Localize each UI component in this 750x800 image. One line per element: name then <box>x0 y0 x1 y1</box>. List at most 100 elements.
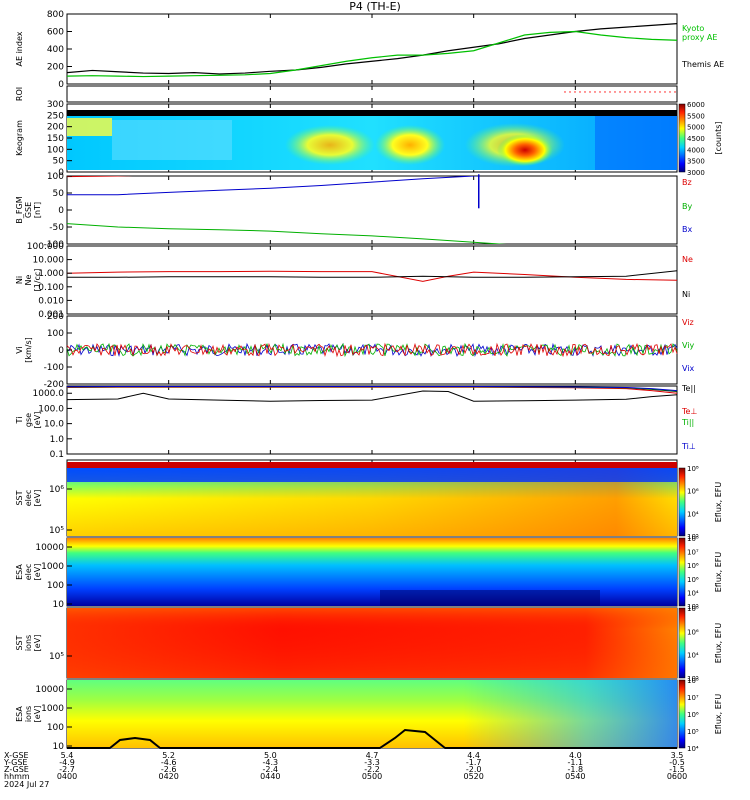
colorbar-tick: 10⁸ <box>687 465 699 473</box>
x-tick-z: -2.4 <box>263 765 279 774</box>
esa-electron-spectrogram <box>67 538 677 606</box>
x-row-label: Y-GSE <box>3 758 27 767</box>
legend-kyoto: Kyoto <box>682 24 704 33</box>
x-tick-hhmm: 0540 <box>565 772 585 781</box>
panel-frame-bfgm <box>66 175 678 245</box>
y-tick-label: 0 <box>58 80 64 90</box>
legend-t-1: Te⊥ <box>681 407 697 416</box>
y-tick-label: 0 <box>58 206 64 216</box>
y-tick-label: 0 <box>58 346 64 356</box>
legend-b-Bx: Bx <box>682 225 692 234</box>
y-tick-label: -100 <box>44 363 65 373</box>
y-tick-label: 1000.0 <box>33 389 65 399</box>
y-tick-label: 250 <box>47 111 64 121</box>
colorbar-sst_e <box>678 467 686 537</box>
legend-b-Bz: Bz <box>682 178 692 187</box>
colorbar-tick: 6000 <box>687 101 705 109</box>
y-axis-label: Vi <box>15 346 24 354</box>
y-axis-label: ESA <box>15 706 24 722</box>
v-series-line <box>66 342 678 358</box>
roi-marker <box>609 91 611 93</box>
x-tick-hhmm: 0400 <box>57 772 77 781</box>
y-tick-label: 400 <box>47 45 64 55</box>
colorbar-label: [counts] <box>714 122 723 155</box>
roi-marker <box>634 91 636 93</box>
footer-date: 2024 Jul 27 <box>4 780 49 789</box>
sst-ion-spectrogram <box>67 608 677 678</box>
x-tick-y: -0.5 <box>669 758 685 767</box>
colorbar-tick: 10⁴ <box>687 589 699 597</box>
roi-marker <box>569 91 571 93</box>
x-tick-y: -4.6 <box>161 758 177 767</box>
y-axis-label: SST <box>15 635 24 650</box>
colorbar-label: Eflux, EFU <box>714 694 723 735</box>
y-tick-label: 10⁵ <box>49 652 64 662</box>
y-tick-label: 0 <box>58 168 64 178</box>
x-tick-y: -4.9 <box>59 758 75 767</box>
x-tick-hhmm: 0420 <box>158 772 178 781</box>
y-tick-label: 10⁶ <box>49 485 64 495</box>
panel-frame-ni <box>66 245 678 315</box>
legend-t-3: Ti⊥ <box>681 442 696 451</box>
legend-ni: Ni <box>682 290 690 299</box>
colorbar-label: Eflux, EFU <box>714 482 723 523</box>
y-axis-label: [1/cc] <box>33 269 42 292</box>
y-axis-label: elec <box>24 564 33 580</box>
y-tick-label: 50 <box>53 189 65 199</box>
roi-marker <box>639 91 641 93</box>
roi-marker <box>649 91 651 93</box>
x-tick-hhmm: 0440 <box>260 772 280 781</box>
colorbar-tick: 10⁶ <box>687 562 699 570</box>
colorbar-esa_i <box>678 679 686 749</box>
colorbar-tick: 10⁶ <box>687 488 699 496</box>
y-tick-label: 100.0 <box>38 404 64 414</box>
roi-marker <box>604 91 606 93</box>
y-axis-label: AE index <box>15 31 24 66</box>
x-tick-hhmm: 0520 <box>463 772 483 781</box>
y-axis-label: [eV] <box>33 490 42 507</box>
x-tick-y: -4.3 <box>263 758 279 767</box>
y-axis-label: Ni <box>15 276 24 284</box>
colorbar-tick: 10⁶ <box>687 576 699 584</box>
y-tick-label: 10000 <box>35 685 64 695</box>
keogram-heatmap <box>67 110 677 170</box>
colorbar-label: Eflux, EFU <box>714 552 723 593</box>
roi-marker <box>594 91 596 93</box>
y-tick-label: 1.0 <box>50 435 65 445</box>
y-axis-label: [eV] <box>33 564 42 581</box>
roi-marker <box>584 91 586 93</box>
x-tick-z: -2.0 <box>466 765 482 774</box>
y-tick-label: 0.001 <box>38 310 64 320</box>
y-tick-label: 1000 <box>41 562 64 572</box>
x-tick-z: -2.6 <box>161 765 177 774</box>
colorbar-tick: 3000 <box>687 169 705 177</box>
roi-marker <box>574 91 576 93</box>
y-axis-label: ESA <box>15 564 24 580</box>
x-row-label: Z-GSE <box>4 765 29 774</box>
x-tick-z: -2.2 <box>364 765 380 774</box>
colorbar-tick: 10⁵ <box>687 533 699 541</box>
colorbar-tick: 10⁸ <box>687 677 699 685</box>
x-tick-y: -3.3 <box>364 758 380 767</box>
y-tick-label: 150 <box>47 134 64 144</box>
y-axis-label: [km/s] <box>24 337 33 363</box>
y-tick-label: 10 <box>53 600 65 610</box>
sst-electron-spectrogram <box>67 462 677 536</box>
y-axis-label: [eV] <box>33 635 42 652</box>
y-axis-label: Ne <box>24 274 33 285</box>
y-tick-label: 100 <box>47 145 64 155</box>
legend-t-2: Ti|| <box>681 418 694 427</box>
y-axis-label: [eV] <box>33 706 42 723</box>
y-tick-label: 10 <box>53 742 65 752</box>
y-tick-label: 300 <box>47 100 64 110</box>
y-tick-label: 10000 <box>35 543 64 553</box>
legend-b-By: By <box>682 202 692 211</box>
colorbar-tick: 5000 <box>687 124 705 132</box>
roi-marker <box>619 91 621 93</box>
y-tick-label: -100 <box>44 240 65 250</box>
colorbar-tick: 10⁶ <box>687 628 699 636</box>
colorbar-esa_e <box>678 537 686 607</box>
roi-marker <box>654 91 656 93</box>
y-tick-label: 50 <box>53 157 65 167</box>
